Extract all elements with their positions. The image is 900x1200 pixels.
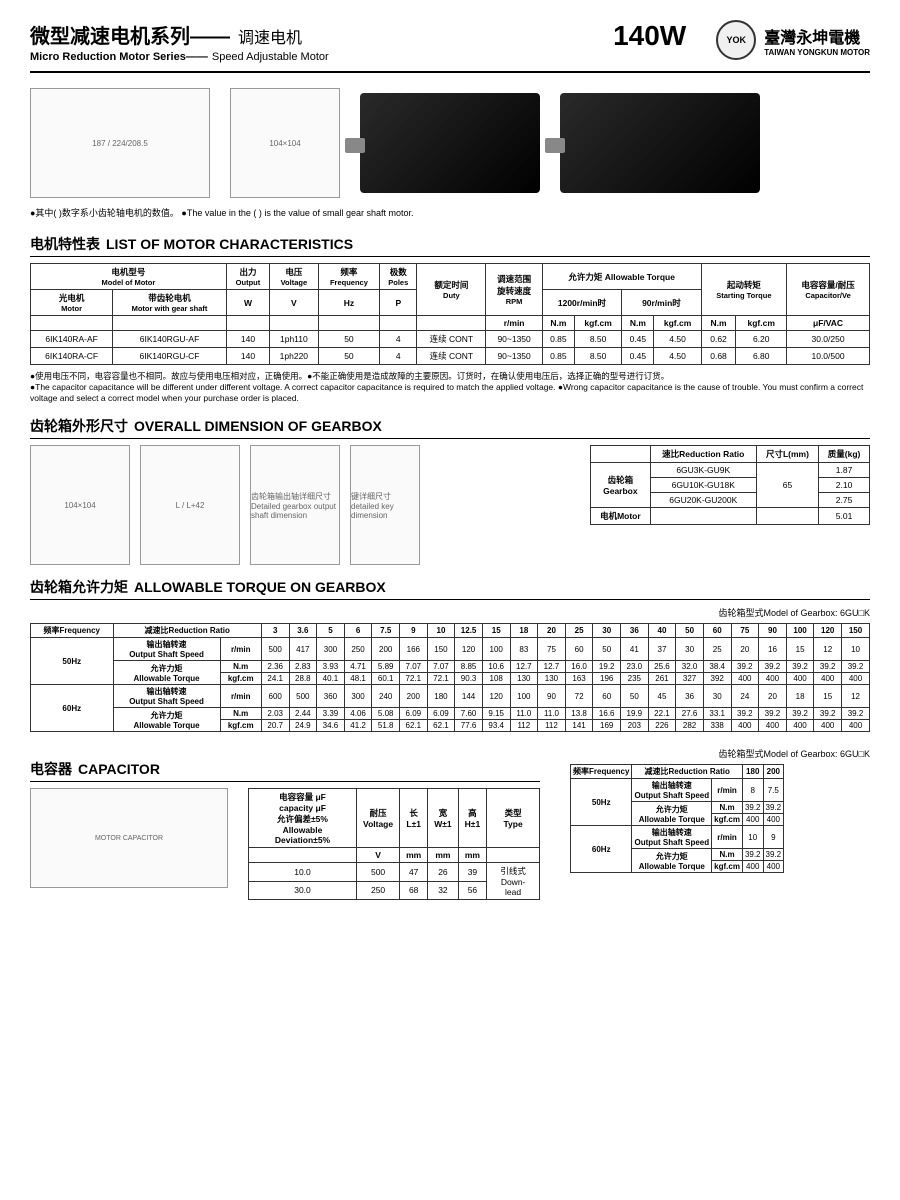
logo-badge: YOK (716, 20, 756, 60)
motor-drawing-front: 104×104 (230, 88, 340, 198)
motor-char-table: 电机型号Model of Motor 出力Output 电压Voltage 频率… (30, 263, 870, 365)
motor-char-note: ●使用电压不同，电容容量也不相同。故应与使用电压相对应，正确使用。●不能正确使用… (30, 371, 870, 404)
section-motor-char: 电机特性表LIST OF MOTOR CHARACTERISTICS (30, 234, 870, 257)
title-cn: 微型减速电机系列 (30, 26, 190, 48)
logo: YOK 臺灣永坤電機TAIWAN YONGKUN MOTOR (716, 20, 870, 60)
gearbox-drawings: 104×104 L / L+42 齿轮箱输出轴详细尺寸Detailed gear… (30, 445, 570, 565)
gearbox-table: 速比Reduction Ratio尺寸L(mm)质量(kg) 齿轮箱Gearbo… (590, 445, 870, 525)
motor-drawing-side: 187 / 224/208.5 (30, 88, 210, 198)
capacitor-drawing: MOTOR CAPACITOR (30, 788, 228, 888)
torque-table: 频率Frequency减速比Reduction Ratio33.6567.591… (30, 623, 870, 732)
section-torque: 齿轮箱允许力矩ALLOWABLE TORQUE ON GEARBOX (30, 577, 870, 600)
diagram-row: 187 / 224/208.5 104×104 (30, 88, 870, 198)
section-gearbox: 齿轮箱外形尺寸OVERALL DIMENSION OF GEARBOX (30, 416, 870, 439)
motor-photo-1 (360, 93, 540, 193)
title-en-sub: Speed Adjustable Motor (212, 51, 329, 63)
motor-photo-2 (560, 93, 760, 193)
title-sub: 调速电机 (238, 30, 302, 47)
drawing-note: ●其中( )数字系小齿轮轴电机的数值。 ●The value in the ( … (30, 206, 870, 219)
title-en: Micro Reduction Motor Series (30, 51, 186, 63)
page-header: 微型减速电机系列——调速电机 Micro Reduction Motor Ser… (30, 20, 870, 73)
section-capacitor: 电容器CAPACITOR (30, 759, 540, 782)
capacitor-table: 电容容量 μFcapacity μF允许偏差±5%Allowable Devia… (248, 788, 540, 900)
gearbox-model-note: 齿轮箱型式Model of Gearbox: 6GU□K (30, 606, 870, 619)
power-rating: 140W (613, 20, 686, 52)
torque-table-2: 频率Frequency减速比Reduction Ratio18020050Hz输… (570, 764, 784, 873)
